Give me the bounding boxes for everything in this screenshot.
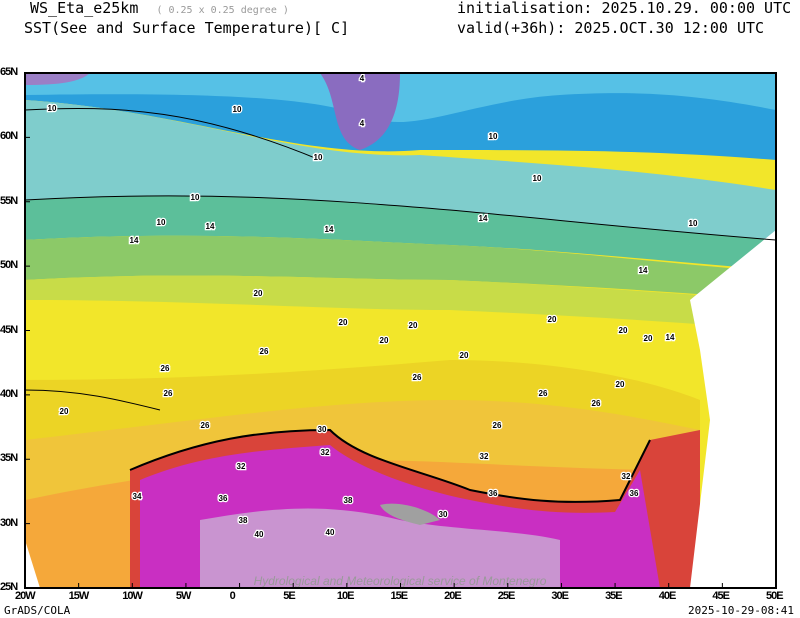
lon-label: 15E [390, 590, 409, 602]
model-name: WS_Eta_e25km ( 0.25 x 0.25 degree ) [30, 0, 289, 17]
contour-label: 40 [326, 528, 335, 537]
lon-label: 30E [551, 590, 569, 602]
contour-label: 26 [260, 347, 269, 356]
lat-label: 50N [0, 259, 18, 272]
contour-label: 32 [622, 472, 631, 481]
contour-label: 34 [133, 492, 142, 501]
contour-label: 38 [344, 496, 353, 505]
contour-label: 32 [480, 452, 489, 461]
contour-label: 26 [161, 364, 170, 373]
contour-label: 40 [255, 530, 264, 539]
lat-label: 30N [0, 516, 18, 529]
contour-label: 20 [380, 336, 389, 345]
lat-label: 65N [0, 66, 18, 78]
contour-label: 10 [689, 219, 698, 228]
contour-label: 20 [409, 321, 418, 330]
contour-label: 14 [479, 214, 488, 223]
watermark: Hydrological and Meteorological service … [254, 574, 547, 588]
contour-label: 36 [630, 489, 639, 498]
contour-label: 14 [666, 333, 675, 342]
contour-label: 20 [644, 334, 653, 343]
contour-label: 10 [157, 218, 166, 227]
lat-label: 55N [0, 194, 18, 207]
contour-label: 36 [219, 494, 228, 503]
lon-label: 20W [15, 590, 36, 602]
contour-label: 14 [325, 225, 334, 234]
lat-label: 45N [0, 323, 18, 336]
contour-label: 10 [233, 105, 242, 114]
lon-label: 0 [229, 590, 236, 602]
sst-field: 4 4 10 10 10 10 10 10 10 10 14 14 14 14 14 14 20 20 20 20 20… [25, 73, 776, 588]
contour-labels: 4 4 10 10 10 10 10 10 10 10 14 14 14 14 14 14 20 20 20 20 20… [46, 73, 699, 540]
resolution-note: ( 0.25 x 0.25 degree ) [156, 5, 289, 16]
contour-label: 26 [539, 389, 548, 398]
lat-label: 25N [0, 581, 18, 593]
lon-label: 5E [283, 590, 296, 602]
contour-label: 20 [339, 318, 348, 327]
contour-label: 20 [460, 351, 469, 360]
lon-label: 45E [712, 590, 730, 602]
contour-label: 32 [237, 462, 246, 471]
lon-label: 35E [605, 590, 623, 602]
contour-label: 10 [489, 132, 498, 141]
field-title: SST(See and Surface Temperature)[ C] [24, 19, 350, 37]
contour-label: 26 [413, 373, 422, 382]
contour-label: 26 [592, 399, 601, 408]
contour-label: 10 [314, 153, 323, 162]
contour-label: 14 [206, 222, 215, 231]
contour-label: 14 [130, 236, 139, 245]
valid-time: valid(+36h): 2025.OCT.30 12:00 UTC [457, 19, 765, 37]
lon-label: 10W [122, 590, 143, 602]
contour-label: 20 [619, 326, 628, 335]
lon-label: 40E [658, 590, 677, 602]
lon-label: 15W [68, 590, 90, 602]
contour-label: 30 [439, 510, 448, 519]
contour-label: 20 [60, 407, 69, 416]
lon-label: 25E [497, 590, 516, 602]
contour-label: 20 [548, 315, 557, 324]
lon-label: 5W [175, 590, 191, 602]
lat-label: 40N [0, 387, 18, 400]
contour-label: 30 [318, 425, 327, 434]
lon-label: 50E [766, 590, 784, 602]
contour-label: 26 [201, 421, 210, 430]
contour-label: 32 [321, 448, 330, 457]
contour-label: 36 [489, 489, 498, 498]
contour-label: 4 [360, 119, 365, 128]
lat-label: 35N [0, 452, 18, 465]
initialisation-time: initialisation: 2025.10.29. 00:00 UTC [457, 0, 792, 17]
lat-label: 60N [0, 130, 18, 143]
contour-label: 10 [191, 193, 200, 202]
contour-label: 20 [254, 289, 263, 298]
contour-label: 4 [360, 74, 365, 83]
contour-label: 10 [48, 104, 57, 113]
contour-label: 20 [616, 380, 625, 389]
contour-label: 10 [533, 174, 542, 183]
lon-label: 20E [444, 590, 462, 602]
contour-label: 14 [639, 266, 648, 275]
contour-label: 38 [239, 516, 248, 525]
footer-credit: GrADS/COLA [4, 604, 71, 617]
footer-timestamp: 2025-10-29-08:41 [688, 604, 794, 617]
axis-ticks [24, 72, 777, 589]
lon-label: 10E [336, 590, 355, 602]
contour-label: 26 [164, 389, 173, 398]
contour-label: 26 [493, 421, 502, 430]
